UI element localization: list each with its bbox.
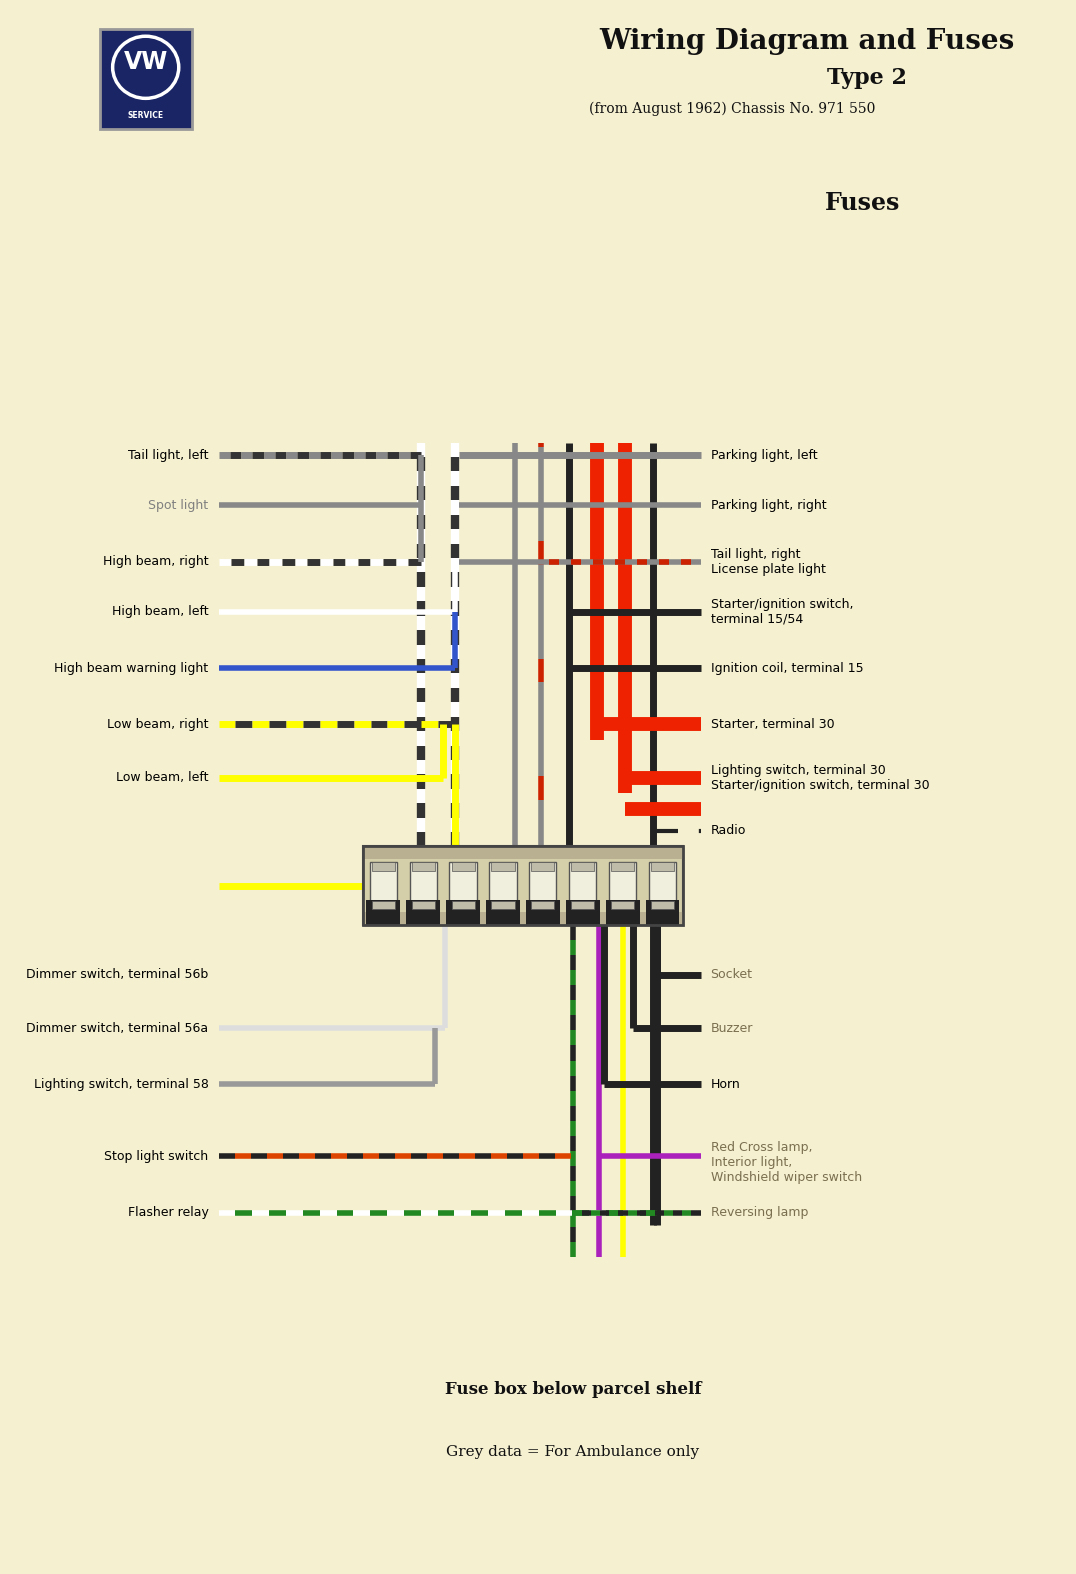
Bar	[367, 900, 400, 926]
Text: Low beam, right: Low beam, right	[108, 718, 209, 730]
Bar	[100, 30, 192, 129]
Text: Lighting switch, terminal 58: Lighting switch, terminal 58	[33, 1078, 209, 1091]
Text: Fuses: Fuses	[824, 190, 900, 216]
Bar	[611, 900, 634, 910]
Bar	[571, 863, 594, 870]
Bar	[532, 900, 554, 910]
Text: Tail light, right
License plate light: Tail light, right License plate light	[710, 548, 825, 576]
Text: Grey data = For Ambulance only: Grey data = For Ambulance only	[447, 1445, 699, 1459]
Bar	[529, 863, 556, 910]
Bar	[371, 863, 395, 870]
Bar	[526, 900, 560, 926]
Text: Low beam, left: Low beam, left	[116, 771, 209, 784]
Text: Starter/ignition switch,
terminal 15/54: Starter/ignition switch, terminal 15/54	[710, 598, 853, 625]
Bar	[490, 863, 516, 910]
Bar	[611, 863, 634, 870]
Text: High beam, left: High beam, left	[112, 604, 209, 619]
Text: Tail light, left: Tail light, left	[128, 449, 209, 461]
Bar	[649, 863, 676, 910]
Bar	[412, 900, 435, 910]
Bar	[492, 863, 514, 870]
Text: Parking light, right: Parking light, right	[710, 499, 826, 512]
Bar	[651, 863, 675, 870]
Text: Fuse box below parcel shelf: Fuse box below parcel shelf	[444, 1382, 702, 1398]
Text: Socket: Socket	[710, 968, 752, 981]
Text: Lighting switch, terminal 30
Starter/ignition switch, terminal 30: Lighting switch, terminal 30 Starter/ign…	[710, 763, 930, 792]
Text: High beam, right: High beam, right	[103, 556, 209, 568]
Text: Dimmer switch, terminal 56b: Dimmer switch, terminal 56b	[26, 968, 209, 981]
Bar	[486, 900, 520, 926]
Text: VW: VW	[124, 50, 168, 74]
Bar	[370, 863, 397, 910]
Text: SERVICE: SERVICE	[128, 110, 164, 120]
Text: (from August 1962) Chassis No. 971 550: (from August 1962) Chassis No. 971 550	[590, 102, 876, 116]
Bar	[651, 900, 675, 910]
Text: Parking light, left: Parking light, left	[710, 449, 817, 461]
Text: Red Cross lamp,
Interior light,
Windshield wiper switch: Red Cross lamp, Interior light, Windshie…	[710, 1141, 862, 1184]
Bar	[452, 900, 475, 910]
Text: Flasher relay: Flasher relay	[128, 1206, 209, 1220]
Bar	[364, 847, 682, 859]
Bar	[450, 863, 477, 910]
Bar	[571, 900, 594, 910]
Text: High beam warning light: High beam warning light	[55, 661, 209, 675]
Bar	[412, 863, 435, 870]
Bar	[447, 900, 480, 926]
Text: Spot light: Spot light	[148, 499, 209, 512]
Bar	[452, 863, 475, 870]
Text: Horn: Horn	[710, 1078, 740, 1091]
Bar	[606, 900, 639, 926]
Text: Ignition coil, terminal 15: Ignition coil, terminal 15	[710, 661, 863, 675]
Bar	[646, 900, 679, 926]
Bar	[364, 913, 682, 926]
Text: Type 2: Type 2	[827, 66, 907, 88]
Text: Wiring Diagram and Fuses: Wiring Diagram and Fuses	[599, 28, 1015, 55]
Text: Starter, terminal 30: Starter, terminal 30	[710, 718, 834, 730]
Bar	[609, 863, 636, 910]
Bar	[569, 863, 596, 910]
Text: Radio: Radio	[710, 825, 746, 837]
Bar	[566, 900, 599, 926]
Bar	[492, 900, 514, 910]
Text: Buzzer: Buzzer	[710, 1022, 753, 1034]
Bar	[407, 900, 440, 926]
Text: Dimmer switch, terminal 56a: Dimmer switch, terminal 56a	[27, 1022, 209, 1034]
Bar	[364, 847, 682, 926]
Bar	[410, 863, 437, 910]
Text: Reversing lamp: Reversing lamp	[710, 1206, 808, 1220]
Bar	[364, 847, 682, 926]
Bar	[371, 900, 395, 910]
Bar	[532, 863, 554, 870]
Text: Stop light switch: Stop light switch	[104, 1151, 209, 1163]
